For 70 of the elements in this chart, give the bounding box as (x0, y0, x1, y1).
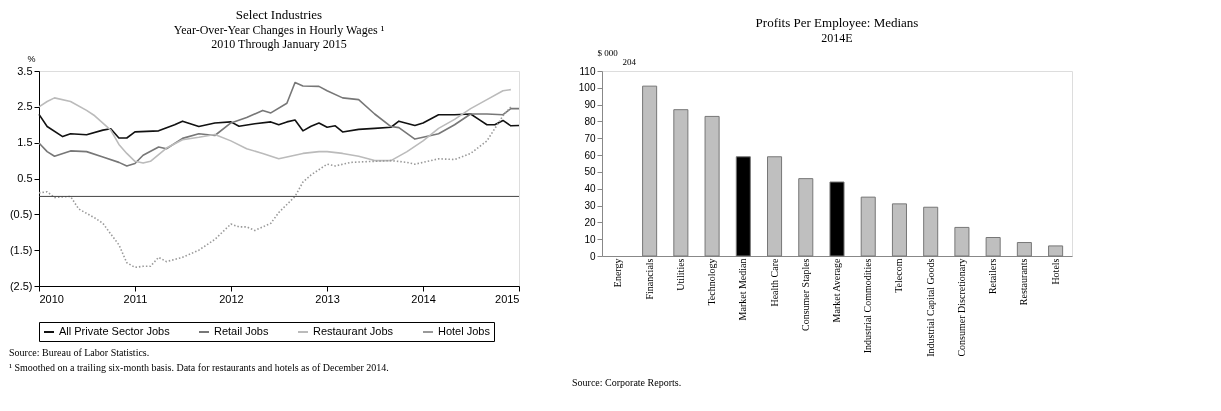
x-tick-label: Health Care (768, 257, 780, 307)
bar (1048, 245, 1064, 257)
y-tick-label: 10 (584, 233, 596, 245)
y-tick-label: 100 (578, 82, 596, 94)
bar (642, 85, 658, 257)
y-tick-label: (1.5) (9, 243, 33, 256)
y-tick-label: (0.5) (9, 207, 33, 220)
y-tick-label: 110 (579, 65, 596, 77)
source-note: Source: Corporate Reports. (572, 377, 682, 388)
y-tick-label: 80 (584, 115, 596, 127)
legend-label: All Private Sector Jobs (59, 325, 171, 337)
x-tick-label: Market Average (831, 257, 842, 323)
x-tick-label: Consumer Discretionary (955, 258, 967, 357)
y-tick-label: 90 (584, 99, 596, 111)
chart-title: Profits Per Employee: Medians (755, 15, 919, 30)
bar (673, 109, 689, 257)
x-tick-label: Industrial Commodities (862, 258, 874, 354)
chart-subtitle: 2014E (821, 31, 853, 45)
bar (767, 156, 783, 257)
x-tick-label: Energy (612, 258, 624, 288)
y-axis-title: $ 000 (597, 47, 619, 58)
y-tick-label: 50 (584, 166, 596, 178)
x-tick-label: 2012 (219, 292, 244, 305)
source-note: Source: Bureau of Labor Statistics. (9, 347, 150, 358)
x-tick-label: Financials (643, 258, 655, 300)
y-tick-label: 70 (584, 132, 596, 144)
x-tick-label: Technology (706, 258, 718, 306)
x-tick-label: 2015 (495, 292, 520, 305)
bar (891, 203, 907, 257)
bar (829, 181, 845, 257)
x-tick-label: Consumer Staples (799, 258, 811, 331)
x-tick-label: Hotels (1049, 258, 1061, 285)
x-tick-label: Restaurants (1018, 258, 1030, 306)
y-tick-label: 30 (584, 200, 596, 212)
legend-label: Restaurant Jobs (313, 325, 394, 337)
bar (954, 226, 970, 257)
text: 204 (622, 57, 637, 67)
y-tick-label: 0 (589, 250, 596, 262)
y-tick-label: 60 (584, 149, 596, 161)
y-tick-label: 20 (584, 216, 596, 228)
bar (798, 178, 814, 257)
bar (735, 156, 751, 257)
line-series (38, 106, 512, 269)
y-tick-label: 3.5 (17, 64, 33, 77)
x-tick-label: Market Median (737, 258, 749, 321)
x-tick-label: 2014 (411, 292, 436, 305)
y-axis-title: % (27, 53, 36, 64)
chart-subtitle: Year-Over-Year Changes in Hourly Wages ¹ 2010 Through January 2015 (173, 23, 385, 51)
line-series (38, 113, 520, 139)
legend-label: Retail Jobs (214, 325, 269, 337)
x-tick-label: Telecom (893, 258, 905, 293)
y-tick-label: 40 (584, 183, 596, 195)
y-tick-label: (2.5) (9, 279, 33, 292)
y-tick-label: 0.5 (17, 172, 33, 184)
x-tick-label: 2010 (39, 292, 64, 305)
bar (860, 196, 876, 257)
chart-title: Select Industries (235, 7, 323, 22)
bar (704, 115, 720, 257)
y-tick-label: 2.5 (17, 100, 33, 113)
bar (1016, 242, 1032, 257)
y-tick-label: 1.5 (17, 136, 33, 149)
x-tick-label: Utilities (674, 258, 686, 291)
x-tick-label: 2011 (123, 292, 148, 305)
bar (923, 206, 939, 257)
x-tick-label: 2013 (315, 292, 340, 305)
x-tick-label: Retailers (987, 258, 999, 295)
text: ¹ Smoothed on a trailing six-month basis. Data for restaurants and hotels as of December 2014. (9, 362, 389, 373)
bar (985, 237, 1001, 257)
x-tick-label: Industrial Capital Goods (924, 258, 936, 357)
legend-label: Hotel Jobs (438, 325, 491, 337)
